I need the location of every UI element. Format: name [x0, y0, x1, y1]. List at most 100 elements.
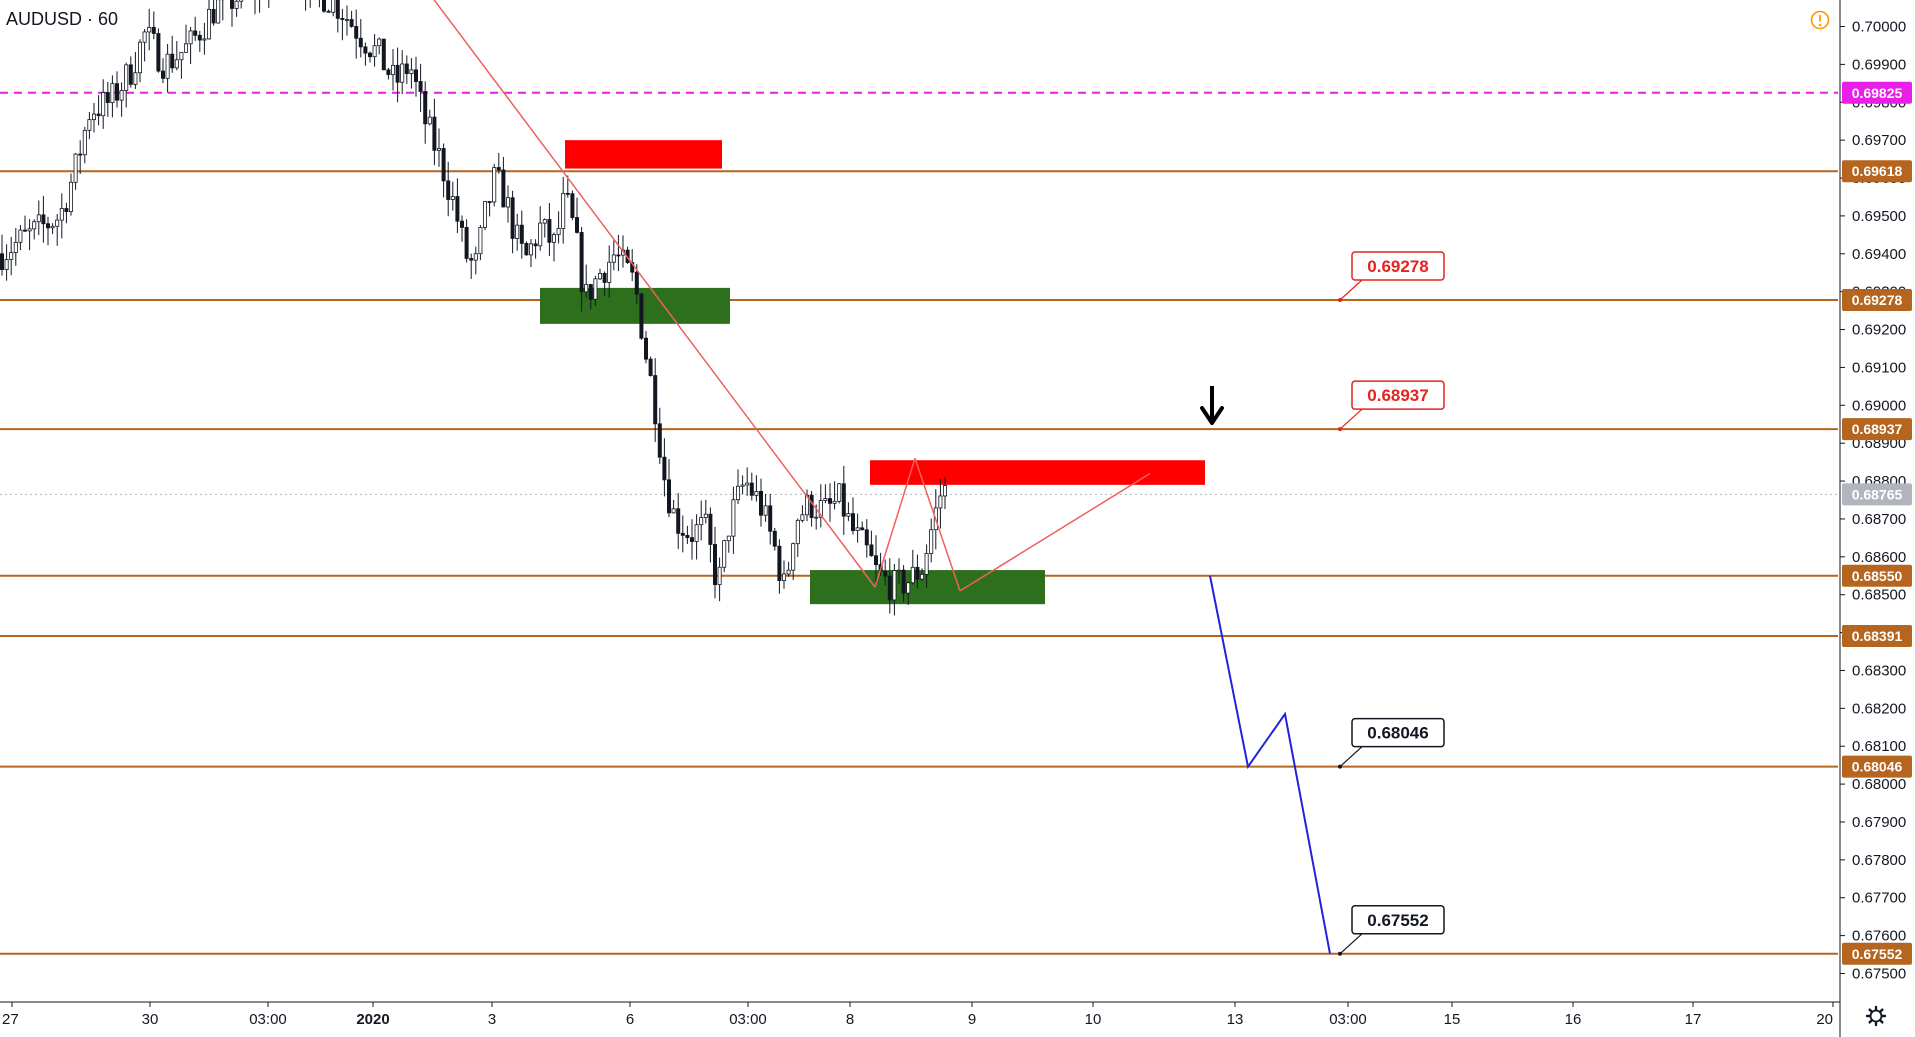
candle — [519, 210, 524, 259]
warning-dot — [1818, 23, 1822, 27]
candle — [82, 126, 87, 164]
candle-body — [147, 26, 152, 33]
candle-body — [768, 505, 773, 532]
gear-icon[interactable] — [1865, 1005, 1887, 1027]
candle-body — [487, 201, 492, 203]
candle — [763, 493, 768, 522]
candle — [254, 0, 256, 15]
warning-circle-icon[interactable] — [1810, 10, 1830, 30]
callout-pointer — [1339, 746, 1363, 768]
price-callout[interactable]: 0.68937 — [1338, 380, 1445, 432]
candle — [648, 356, 653, 377]
price-tag[interactable]: 0.68391 — [1842, 624, 1912, 647]
candle — [469, 253, 474, 279]
price-tag[interactable]: 0.68046 — [1842, 755, 1912, 778]
candle — [206, 0, 211, 40]
candle — [156, 28, 161, 73]
candle — [740, 475, 745, 495]
candle-body — [602, 272, 607, 283]
candle-body — [115, 83, 120, 101]
y-tick-label: 0.69200 — [1852, 322, 1906, 339]
candle — [920, 568, 925, 581]
candle — [386, 67, 391, 80]
candle — [805, 489, 810, 522]
candle-body — [565, 192, 570, 195]
candle — [676, 493, 681, 550]
candle-body — [703, 513, 708, 518]
candle — [73, 152, 78, 190]
candle — [791, 542, 796, 581]
candle — [367, 51, 372, 63]
price-callout[interactable]: 0.69278 — [1338, 251, 1445, 302]
candle — [464, 219, 469, 263]
candle-body — [740, 484, 745, 487]
price-callout[interactable]: 0.68046 — [1338, 717, 1445, 769]
candle — [124, 62, 129, 108]
candle — [436, 128, 441, 167]
x-tick-label: 15 — [1444, 1011, 1461, 1028]
candle-body — [736, 485, 741, 501]
candle — [115, 71, 120, 108]
candle — [657, 407, 662, 464]
candle-body — [542, 219, 547, 224]
candle-body — [18, 229, 23, 243]
candle — [584, 264, 589, 298]
price-tag[interactable]: 0.68550 — [1842, 564, 1912, 587]
candle-body — [579, 232, 584, 293]
candle — [409, 58, 414, 89]
candle-body — [897, 569, 902, 572]
candle-body — [32, 221, 37, 230]
candle-body — [193, 30, 198, 36]
candle-body — [575, 217, 580, 233]
candle — [611, 240, 616, 271]
price-tag[interactable]: 0.69825 — [1842, 81, 1912, 104]
candle — [542, 218, 547, 238]
candle — [427, 109, 432, 126]
candle-body — [349, 19, 354, 27]
gear-hub — [1869, 1009, 1883, 1023]
price-callout[interactable]: 0.67552 — [1338, 905, 1445, 956]
candle — [745, 467, 750, 496]
y-tick-label: 0.68200 — [1852, 700, 1906, 717]
candle-body — [800, 514, 805, 521]
candle-body — [363, 46, 368, 54]
candle — [818, 484, 823, 528]
price-tag-bg — [1842, 418, 1912, 441]
price-tag[interactable]: 0.69278 — [1842, 289, 1912, 311]
candle — [726, 535, 731, 553]
candle — [9, 236, 14, 276]
candle-body — [450, 196, 455, 200]
candle-body — [441, 148, 446, 182]
candle-body — [469, 258, 474, 261]
candle — [671, 499, 676, 514]
candle-body — [4, 259, 9, 270]
candle — [459, 215, 464, 242]
price-tag-label: 0.68046 — [1852, 759, 1903, 775]
price-tag-label: 0.67552 — [1852, 946, 1903, 962]
candle — [713, 526, 718, 599]
candle — [390, 49, 395, 91]
candle-body — [188, 30, 193, 45]
callout-box — [1351, 380, 1445, 410]
candle-body — [671, 508, 676, 514]
candle-body — [547, 219, 552, 243]
candle — [754, 475, 759, 502]
price-tag[interactable]: 0.69618 — [1842, 160, 1912, 183]
candle — [690, 519, 695, 560]
candle-body — [78, 153, 83, 156]
price-tag[interactable]: 0.68765 — [1842, 483, 1912, 506]
candle-body — [680, 532, 685, 536]
candle-body — [929, 529, 934, 554]
candle — [607, 245, 612, 298]
trend-line — [959, 472, 1151, 592]
candle-body — [552, 234, 557, 243]
candle-body — [644, 337, 649, 360]
candle — [450, 181, 455, 211]
candle-body — [814, 516, 819, 519]
candle — [883, 559, 888, 586]
price-tag[interactable]: 0.67552 — [1842, 942, 1912, 965]
candle — [731, 486, 736, 554]
price-tag[interactable]: 0.68937 — [1842, 418, 1912, 441]
candle-body — [229, 0, 234, 9]
